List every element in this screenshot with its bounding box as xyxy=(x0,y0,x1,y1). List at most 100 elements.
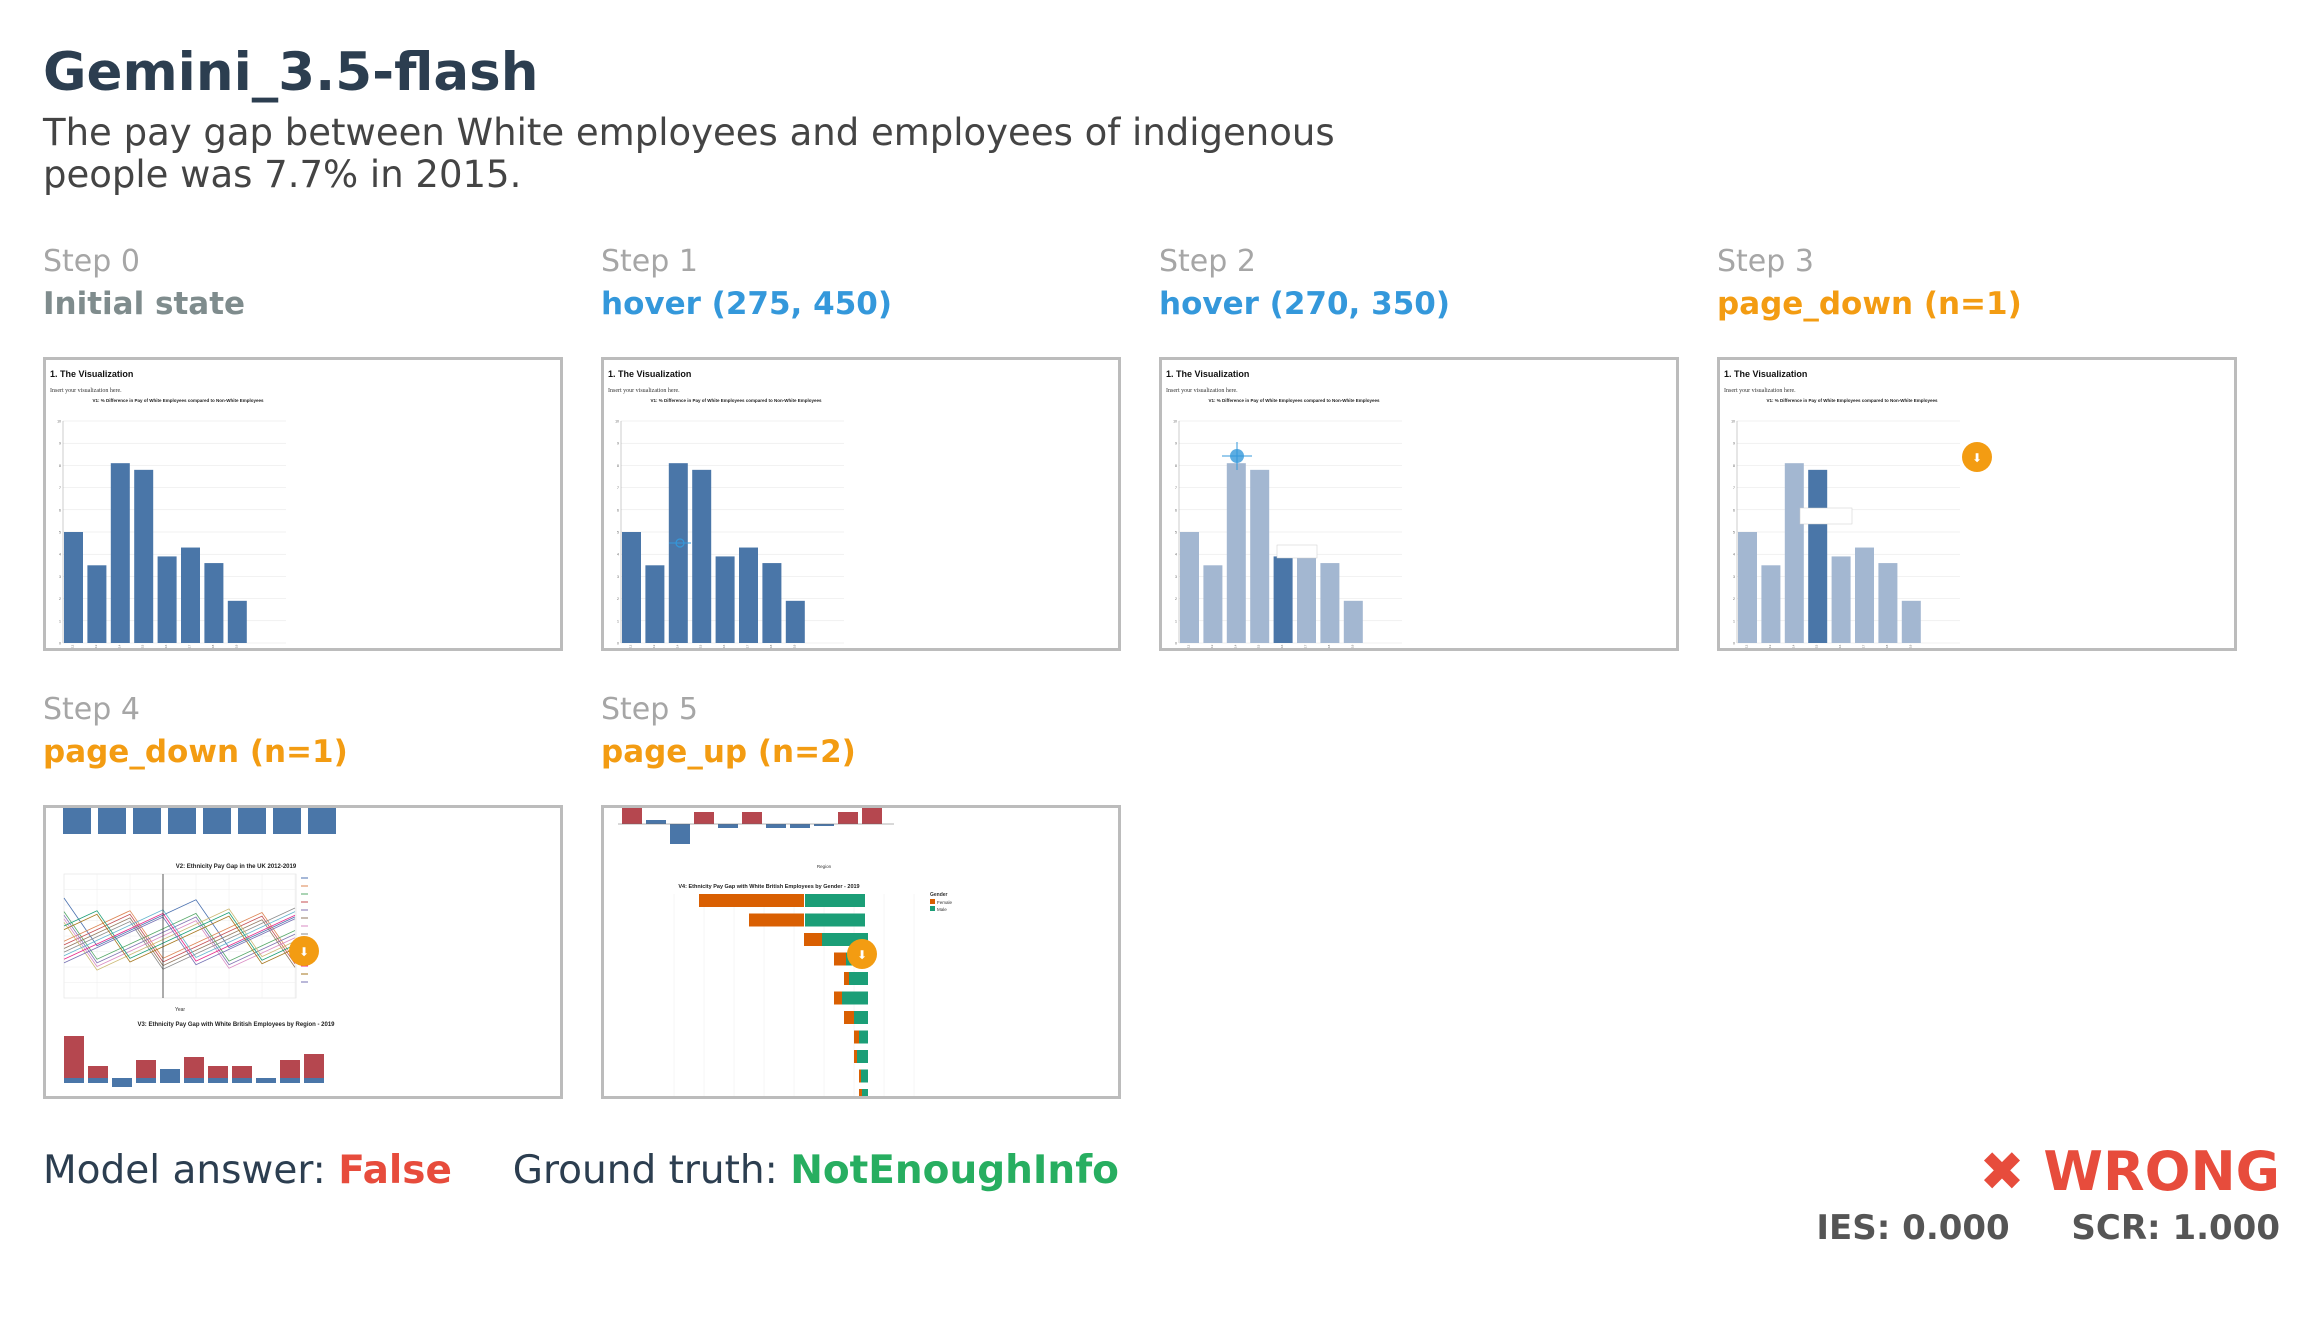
bar-2015 xyxy=(1250,469,1270,643)
y-tick-label: 0 xyxy=(59,642,61,646)
x-tick-label: 2015 xyxy=(1815,644,1819,648)
v3-chart-title: V3: Ethnicity Pay Gap with White British… xyxy=(137,1022,335,1028)
v4-chart-title: V4: Ethnicity Pay Gap with White British… xyxy=(678,884,859,890)
y-tick-label: 10 xyxy=(1731,420,1735,424)
model-answer-value: False xyxy=(338,1148,452,1193)
step-action: page_down (n=1) xyxy=(43,734,348,770)
bar-2019 xyxy=(227,600,247,643)
bar-2018 xyxy=(1320,563,1340,643)
y-tick-label: 9 xyxy=(617,442,619,446)
series-line xyxy=(63,910,296,961)
bar-2012 xyxy=(64,532,83,643)
v1-chart: 1. The Visualization Insert your visualiz… xyxy=(1166,369,1402,648)
bar-2019 xyxy=(1343,600,1363,643)
bar-female xyxy=(749,913,804,927)
y-tick-label: 5 xyxy=(617,531,619,535)
bar-2016 xyxy=(1273,556,1293,643)
region-bar-base xyxy=(256,1078,276,1083)
y-tick-label: 2 xyxy=(59,597,61,601)
section-heading: 1. The Visualization xyxy=(608,369,691,379)
bar-female xyxy=(834,991,842,1005)
bar-2016 xyxy=(715,556,735,643)
y-tick-label: 0 xyxy=(617,642,619,646)
step-action: page_down (n=1) xyxy=(1717,286,2022,322)
step-action: hover (270, 350) xyxy=(1159,286,1451,322)
v1-chart-title: V1: % Difference in Pay of White Employe… xyxy=(650,398,822,403)
scroll-arrow-icon: ⬇ xyxy=(1972,451,1982,465)
series-line xyxy=(63,916,296,966)
y-tick-label: 7 xyxy=(59,486,61,490)
bar-male xyxy=(805,913,865,927)
series-line xyxy=(63,910,296,961)
bar-2013 xyxy=(87,565,107,643)
y-tick-label: 2 xyxy=(1175,597,1177,601)
x-tick-label: 2014 xyxy=(1233,644,1237,648)
bar-2017 xyxy=(181,547,200,643)
step-4-screenshot: V2: Ethnicity Pay Gap in the UK 2012-201… xyxy=(43,805,563,1099)
region-bar-base xyxy=(304,1078,324,1083)
bar-female xyxy=(859,1089,862,1096)
verdict-badge: ✖ WRONG xyxy=(1979,1140,2280,1203)
bar-female xyxy=(844,972,849,985)
y-tick-label: 1 xyxy=(1175,619,1177,623)
scroll-arrow-icon: ⬇ xyxy=(857,948,867,962)
bar-female xyxy=(699,894,804,907)
bar-2016 xyxy=(1831,556,1851,643)
y-tick-label: 8 xyxy=(59,464,61,468)
step-number: Step 1 xyxy=(601,244,698,279)
v1-chart: 1. The Visualization Insert your visualiz… xyxy=(1724,369,1992,648)
bar-2017 xyxy=(1855,547,1874,643)
x-tick-label: 2014 xyxy=(1791,644,1795,648)
bar-stub xyxy=(168,808,196,834)
region-bar xyxy=(766,824,786,828)
scores-row: IES: 0.000 SCR: 1.000 xyxy=(1816,1208,2280,1248)
x-tick-label: 2019 xyxy=(1908,644,1912,648)
bar-female xyxy=(854,1030,859,1044)
x-tick-label: 2016 xyxy=(164,644,168,648)
step-4-header: Step 4 page_down (n=1) xyxy=(43,692,563,772)
y-tick-label: 1 xyxy=(59,619,61,623)
step-1-screenshot: 1. The Visualization Insert your visualiz… xyxy=(601,357,1121,651)
step-5-screenshot: Region V4: Ethnicity Pay Gap with White … xyxy=(601,805,1121,1099)
bar-2012 xyxy=(1180,532,1199,643)
x-tick-label: 2017 xyxy=(746,644,750,648)
region-bar xyxy=(88,1066,108,1078)
step-3-header: Step 3 page_down (n=1) xyxy=(1717,244,2237,324)
y-tick-label: 4 xyxy=(1175,553,1177,557)
y-tick-label: 2 xyxy=(1733,597,1735,601)
bar-2018 xyxy=(762,563,782,643)
y-tick-label: 5 xyxy=(59,531,61,535)
region-bar-base xyxy=(280,1078,300,1083)
y-tick-label: 8 xyxy=(1175,464,1177,468)
region-bar xyxy=(184,1057,204,1078)
bar-2012 xyxy=(622,532,641,643)
bar-2017 xyxy=(739,547,758,643)
series-line xyxy=(63,897,296,949)
x-tick-label: 2013 xyxy=(1768,644,1772,648)
step-2-screenshot: 1. The Visualization Insert your visualiz… xyxy=(1159,357,1679,651)
bar-stub xyxy=(308,808,336,834)
bar-2015 xyxy=(134,469,154,643)
step-action: hover (275, 450) xyxy=(601,286,893,322)
step-number: Step 2 xyxy=(1159,244,1256,279)
v4-scrolled-view: Region V4: Ethnicity Pay Gap with White … xyxy=(618,808,953,1096)
legend-swatch-female xyxy=(930,899,935,904)
x-tick-label: 2018 xyxy=(211,644,215,648)
x-tick-label: 2013 xyxy=(94,644,98,648)
y-tick-label: 0 xyxy=(1733,642,1735,646)
section-subtext: Insert your visualization here. xyxy=(1724,388,1796,394)
region-bar xyxy=(694,812,714,824)
section-heading: 1. The Visualization xyxy=(1166,369,1249,379)
v2-legend xyxy=(301,877,308,983)
cursor-icon xyxy=(1230,449,1244,463)
bar-2013 xyxy=(645,565,665,643)
v1-chart-title: V1: % Difference in Pay of White Employe… xyxy=(92,398,264,403)
y-tick-label: 9 xyxy=(59,442,61,446)
bar-stub xyxy=(203,808,231,834)
v2-chart-title: V2: Ethnicity Pay Gap in the UK 2012-201… xyxy=(176,864,297,870)
region-bar xyxy=(742,812,762,824)
y-tick-label: 9 xyxy=(1175,442,1177,446)
step-0-screenshot: 1. The Visualization Insert your visualiz… xyxy=(43,357,563,651)
v3-region-bars xyxy=(64,1036,324,1087)
